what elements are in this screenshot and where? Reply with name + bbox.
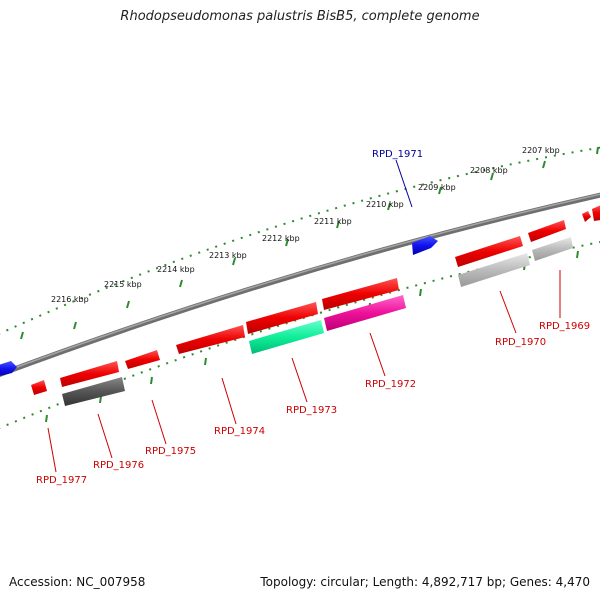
scale-label: 2210 kbp bbox=[366, 200, 404, 209]
feature-RPD_1969[interactable] bbox=[532, 237, 573, 261]
feature-RPD_1976[interactable] bbox=[62, 377, 125, 406]
gene-RPD_1970[interactable] bbox=[455, 236, 523, 267]
gene-right-edge[interactable] bbox=[592, 205, 600, 221]
scale-label: 2208 kbp bbox=[470, 166, 508, 175]
gene-RPD_1973[interactable] bbox=[246, 302, 318, 334]
gene-labels: RPD_1971 RPD_1969 RPD_1970 RPD_1972 RPD_… bbox=[36, 149, 590, 486]
gene-left-edge[interactable] bbox=[0, 361, 17, 377]
gene-label: RPD_1973 bbox=[286, 405, 337, 416]
gene-RPD_1969[interactable] bbox=[528, 220, 566, 242]
gene-RPD_1977[interactable] bbox=[31, 380, 47, 395]
feature-row bbox=[62, 237, 573, 406]
scale-label: 2215 kbp bbox=[104, 280, 142, 289]
gene-label: RPD_1970 bbox=[495, 337, 546, 348]
gene-label: RPD_1977 bbox=[36, 475, 87, 486]
gene-RPD_1975[interactable] bbox=[125, 350, 160, 369]
scale-label: 2209 kbp bbox=[418, 183, 456, 192]
genome-summary-text: Topology: circular; Length: 4,892,717 bp… bbox=[260, 575, 590, 589]
gene-right-edge-2[interactable] bbox=[582, 211, 591, 222]
accession-text: Accession: NC_007958 bbox=[9, 575, 146, 589]
scale-label: 2216 kbp bbox=[51, 295, 89, 304]
gene-label: RPD_1971 bbox=[372, 149, 423, 160]
scale-label: 2212 kbp bbox=[262, 234, 300, 243]
scale-label: 2211 kbp bbox=[314, 217, 352, 226]
reverse-strand-genes bbox=[0, 236, 438, 377]
map-title: Rhodopseudomonas palustris BisB5, comple… bbox=[120, 9, 480, 24]
feature-RPD_1970[interactable] bbox=[458, 253, 530, 287]
gene-RPD_1972[interactable] bbox=[322, 278, 399, 310]
gene-RPD_1971[interactable] bbox=[412, 236, 438, 255]
gene-label: RPD_1972 bbox=[365, 379, 416, 390]
scale-label: 2207 kbp bbox=[522, 146, 560, 155]
feature-RPD_1972[interactable] bbox=[324, 295, 406, 331]
scale-labels: 2207 kbp 2208 kbp 2209 kbp 2210 kbp 2211… bbox=[51, 146, 560, 304]
forward-strand-genes bbox=[31, 205, 600, 395]
gene-RPD_1976[interactable] bbox=[60, 361, 119, 387]
gene-label: RPD_1969 bbox=[539, 321, 590, 332]
gene-label: RPD_1974 bbox=[214, 426, 265, 437]
gene-label: RPD_1976 bbox=[93, 460, 144, 471]
genome-backbone-highlight bbox=[0, 193, 600, 375]
genome-backbone bbox=[0, 192, 600, 377]
gene-label: RPD_1975 bbox=[145, 446, 196, 457]
scale-label: 2213 kbp bbox=[209, 251, 247, 260]
outer-major-ticks bbox=[20, 146, 599, 340]
gene-RPD_1974[interactable] bbox=[176, 325, 245, 354]
feature-RPD_1973[interactable] bbox=[249, 320, 324, 354]
scale-label: 2214 kbp bbox=[157, 265, 195, 274]
label-connectors bbox=[47, 159, 561, 473]
